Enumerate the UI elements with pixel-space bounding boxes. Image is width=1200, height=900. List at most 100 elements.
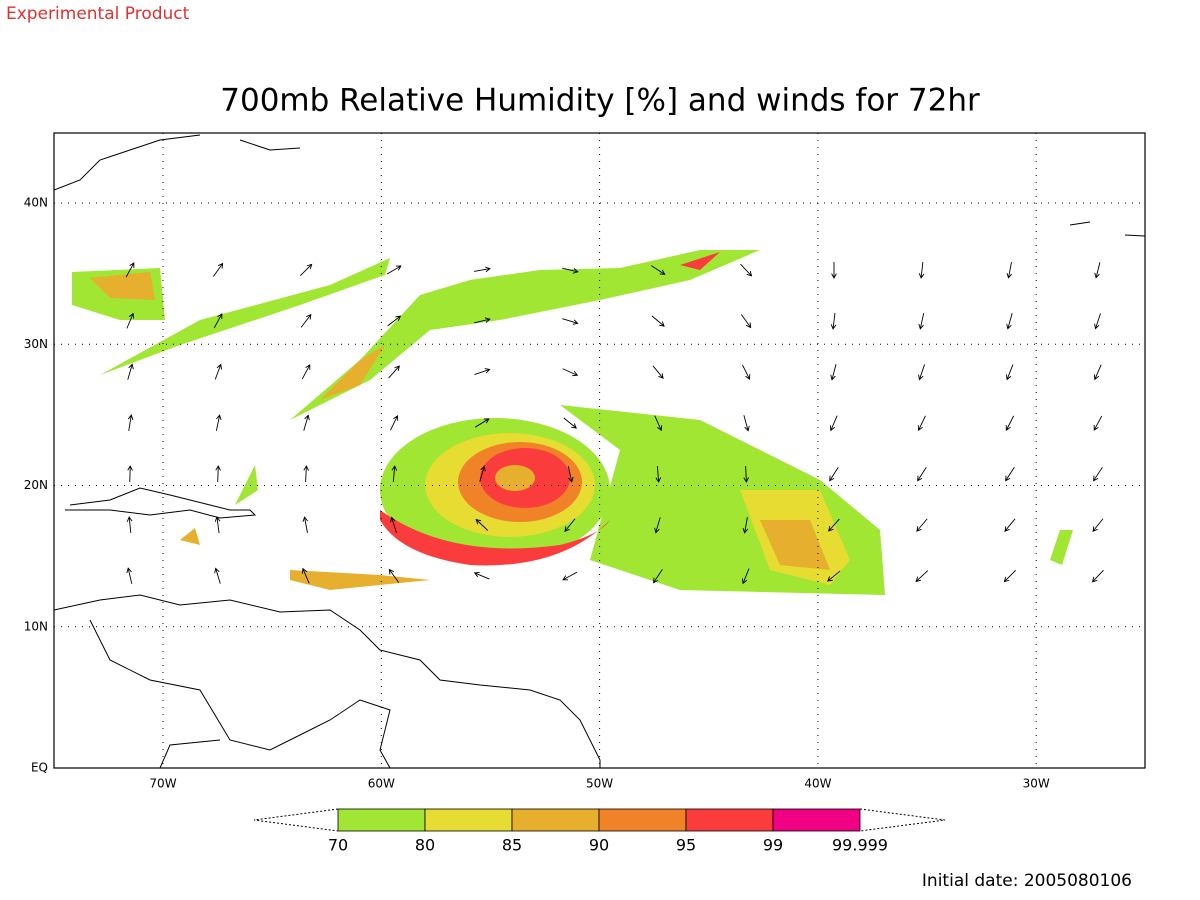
wind-arrow bbox=[562, 368, 579, 377]
wind-arrow bbox=[303, 465, 309, 483]
moist-area bbox=[680, 252, 720, 270]
wind-arrow bbox=[915, 570, 929, 583]
wind-arrow bbox=[301, 364, 311, 380]
wind-arrow bbox=[212, 262, 224, 277]
wind-arrow bbox=[1005, 467, 1015, 482]
wind-arrow bbox=[479, 465, 486, 482]
lon-label: 60W bbox=[368, 777, 395, 791]
wind-arrow bbox=[1003, 570, 1016, 583]
colorbar-label: 70 bbox=[328, 836, 348, 855]
lat-label: 40N bbox=[24, 196, 48, 210]
wind-arrow bbox=[474, 368, 491, 375]
wind-arrow bbox=[562, 318, 579, 325]
wind-arrow bbox=[127, 414, 134, 431]
wind-arrow bbox=[740, 314, 752, 329]
wind-arrow bbox=[651, 315, 665, 327]
colorbar-box bbox=[772, 808, 861, 832]
storm-eye bbox=[495, 465, 535, 491]
colorbar-box bbox=[598, 808, 687, 832]
moist-area bbox=[1050, 530, 1073, 565]
wind-arrow bbox=[742, 364, 751, 380]
wind-arrow bbox=[302, 516, 309, 533]
colorbar-box bbox=[337, 808, 426, 832]
wind-arrow bbox=[474, 266, 491, 273]
wind-arrow bbox=[741, 568, 750, 585]
coastline bbox=[54, 134, 201, 191]
wind-arrow bbox=[388, 568, 400, 583]
graticule bbox=[54, 133, 1145, 768]
wind-arrow bbox=[126, 312, 135, 329]
wind-arrow bbox=[829, 415, 838, 432]
wind-arrow bbox=[918, 261, 925, 279]
wind-arrow bbox=[743, 415, 750, 432]
wind-arrow bbox=[474, 418, 490, 428]
wind-arrow bbox=[390, 414, 399, 431]
wind-arrow bbox=[387, 315, 402, 327]
moist-area bbox=[235, 465, 258, 505]
wind-arrow bbox=[828, 518, 840, 532]
colorbar-box bbox=[511, 808, 600, 832]
colorbar-label: 80 bbox=[415, 836, 435, 855]
wind-arrow bbox=[740, 263, 753, 277]
wind-arrow bbox=[652, 365, 664, 379]
wind-arrow bbox=[654, 517, 661, 534]
wind-arrow bbox=[918, 313, 925, 330]
wind-arrow bbox=[567, 466, 574, 483]
colorbar-extension bbox=[253, 808, 946, 832]
colorbar-label: 90 bbox=[589, 836, 609, 855]
wind-arrow bbox=[827, 570, 841, 582]
wind-arrow bbox=[1094, 313, 1101, 330]
wind-arrow bbox=[391, 465, 398, 483]
colorbar-box bbox=[424, 808, 513, 832]
wind-arrow bbox=[1005, 415, 1015, 431]
wind-arrow bbox=[390, 516, 397, 533]
wind-arrow bbox=[653, 569, 663, 584]
lon-label: 70W bbox=[149, 777, 176, 791]
wind-arrow bbox=[386, 265, 402, 275]
wind-arrow bbox=[388, 365, 400, 379]
colorbar-label: 85 bbox=[502, 836, 522, 855]
wind-arrow bbox=[474, 317, 491, 324]
wind-arrow bbox=[1091, 569, 1104, 583]
lon-label: 50W bbox=[586, 777, 613, 791]
wind-arrow bbox=[126, 567, 133, 584]
wind-vectors bbox=[125, 261, 1104, 585]
wind-arrow bbox=[1006, 313, 1013, 330]
wind-arrow bbox=[475, 518, 489, 531]
wind-arrow bbox=[564, 518, 576, 532]
wind-arrow bbox=[1093, 415, 1103, 431]
wind-arrow bbox=[1094, 262, 1101, 279]
moist-area bbox=[290, 570, 430, 590]
storm-band bbox=[380, 510, 610, 566]
lat-label: EQ bbox=[31, 761, 48, 775]
wind-arrow bbox=[127, 363, 134, 380]
moist-area bbox=[320, 345, 385, 400]
wind-arrow bbox=[1093, 364, 1102, 381]
coastlines bbox=[54, 134, 1145, 768]
wind-arrow bbox=[562, 267, 579, 274]
colorbar-label: 95 bbox=[676, 836, 696, 855]
lon-label: 30W bbox=[1023, 777, 1050, 791]
wind-arrow bbox=[214, 363, 222, 380]
wind-arrow bbox=[742, 517, 749, 534]
wind-arrow bbox=[303, 414, 310, 431]
coastline bbox=[54, 594, 601, 768]
wind-arrow bbox=[655, 465, 662, 483]
lat-label: 30N bbox=[24, 337, 48, 351]
moist-area bbox=[100, 258, 390, 375]
initial-date: Initial date: 2005080106 bbox=[922, 871, 1132, 891]
wind-arrow bbox=[562, 571, 578, 581]
wind-arrow bbox=[1093, 467, 1103, 482]
wind-arrow bbox=[917, 467, 927, 482]
lon-label: 40W bbox=[804, 777, 831, 791]
map-title: 700mb Relative Humidity [%] and winds fo… bbox=[220, 83, 980, 119]
wind-arrow bbox=[1004, 518, 1016, 532]
map-frame bbox=[53, 132, 1146, 769]
wind-arrow bbox=[215, 414, 222, 431]
colorbar: 70 80 85 90 95 99 99.999 bbox=[253, 808, 946, 855]
lat-label: 10N bbox=[24, 619, 48, 633]
humidity-field bbox=[72, 250, 1073, 595]
wind-arrow bbox=[214, 567, 221, 584]
wind-arrow bbox=[213, 313, 223, 329]
